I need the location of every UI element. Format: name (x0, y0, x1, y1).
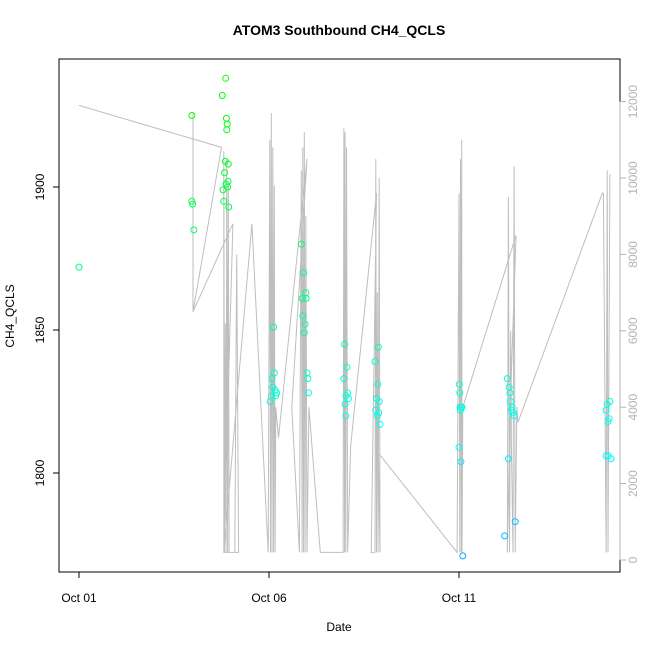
data-point (457, 458, 465, 466)
axes: Oct 01 Oct 06 Oct 11 1800 1850 1900 0 2000 4000 6… (33, 85, 640, 605)
y-left-tick-label: 1800 (33, 459, 47, 486)
altitude-series (78, 104, 611, 554)
plot-frame (58, 58, 621, 573)
data-point (340, 375, 348, 383)
data-point (223, 126, 231, 134)
data-point (607, 455, 615, 463)
x-tick-label: Oct 01 (61, 591, 97, 605)
data-point (341, 340, 349, 348)
data-point (188, 112, 196, 119)
data-point (376, 420, 384, 428)
data-point (458, 403, 466, 411)
data-point (343, 363, 351, 371)
data-point (218, 92, 226, 99)
data-point (374, 380, 382, 388)
data-point (342, 412, 350, 420)
data-point (371, 358, 379, 365)
data-point (455, 380, 463, 388)
x-tick-label: Oct 11 (442, 591, 477, 605)
data-point (222, 74, 230, 82)
data-point (268, 375, 276, 383)
y-right-tick-label: 10000 (626, 161, 640, 195)
data-point (504, 455, 512, 463)
altitude-line (78, 104, 611, 554)
data-point (222, 114, 230, 122)
data-point (510, 412, 518, 420)
y-right-tick-label: 4000 (626, 394, 640, 421)
data-point (270, 323, 278, 331)
y-right-tick-label: 2000 (626, 470, 640, 497)
data-point (605, 415, 613, 423)
x-axis-label: Date (326, 620, 352, 634)
data-point (302, 295, 310, 302)
data-point (299, 312, 307, 320)
data-point (456, 389, 464, 397)
data-point (224, 177, 232, 185)
data-point (301, 320, 309, 328)
y-axis-label: CH4_QCLS (3, 284, 17, 347)
data-point (300, 269, 308, 277)
data-point (305, 389, 312, 397)
data-point (221, 169, 228, 177)
data-point (606, 398, 614, 405)
data-point (270, 369, 278, 377)
data-point (75, 263, 83, 271)
data-point (267, 392, 275, 400)
chart-title: ATOM3 Southbound CH4_QCLS (233, 22, 446, 38)
data-point (272, 392, 280, 400)
y-right-tick-label: 12000 (626, 85, 640, 119)
y-right-tick-label: 6000 (626, 317, 640, 344)
data-point (223, 120, 231, 128)
data-point (225, 203, 233, 211)
y-left-tick-label: 1900 (33, 173, 47, 200)
data-point (189, 200, 197, 208)
y-right-tick-label: 0 (626, 556, 640, 563)
data-point (375, 409, 383, 417)
data-point (506, 389, 514, 397)
data-point (273, 389, 281, 397)
data-point (459, 552, 467, 560)
data-point (503, 375, 511, 383)
data-point (374, 343, 382, 351)
data-point (511, 518, 519, 526)
data-point (188, 197, 196, 205)
data-point (220, 197, 228, 205)
data-point (501, 532, 509, 540)
data-point (297, 240, 305, 248)
y-right-tick-label: 8000 (626, 241, 640, 268)
data-point (224, 160, 232, 168)
data-point (300, 329, 308, 337)
y-left-tick-label: 1850 (33, 316, 47, 343)
data-point (190, 226, 198, 234)
data-point (455, 443, 463, 451)
data-point (344, 395, 352, 403)
data-point (375, 398, 383, 405)
x-tick-label: Oct 06 (251, 591, 287, 605)
data-point (341, 400, 349, 408)
ch4-points (75, 74, 615, 560)
data-point (304, 375, 312, 383)
data-point (298, 295, 306, 302)
